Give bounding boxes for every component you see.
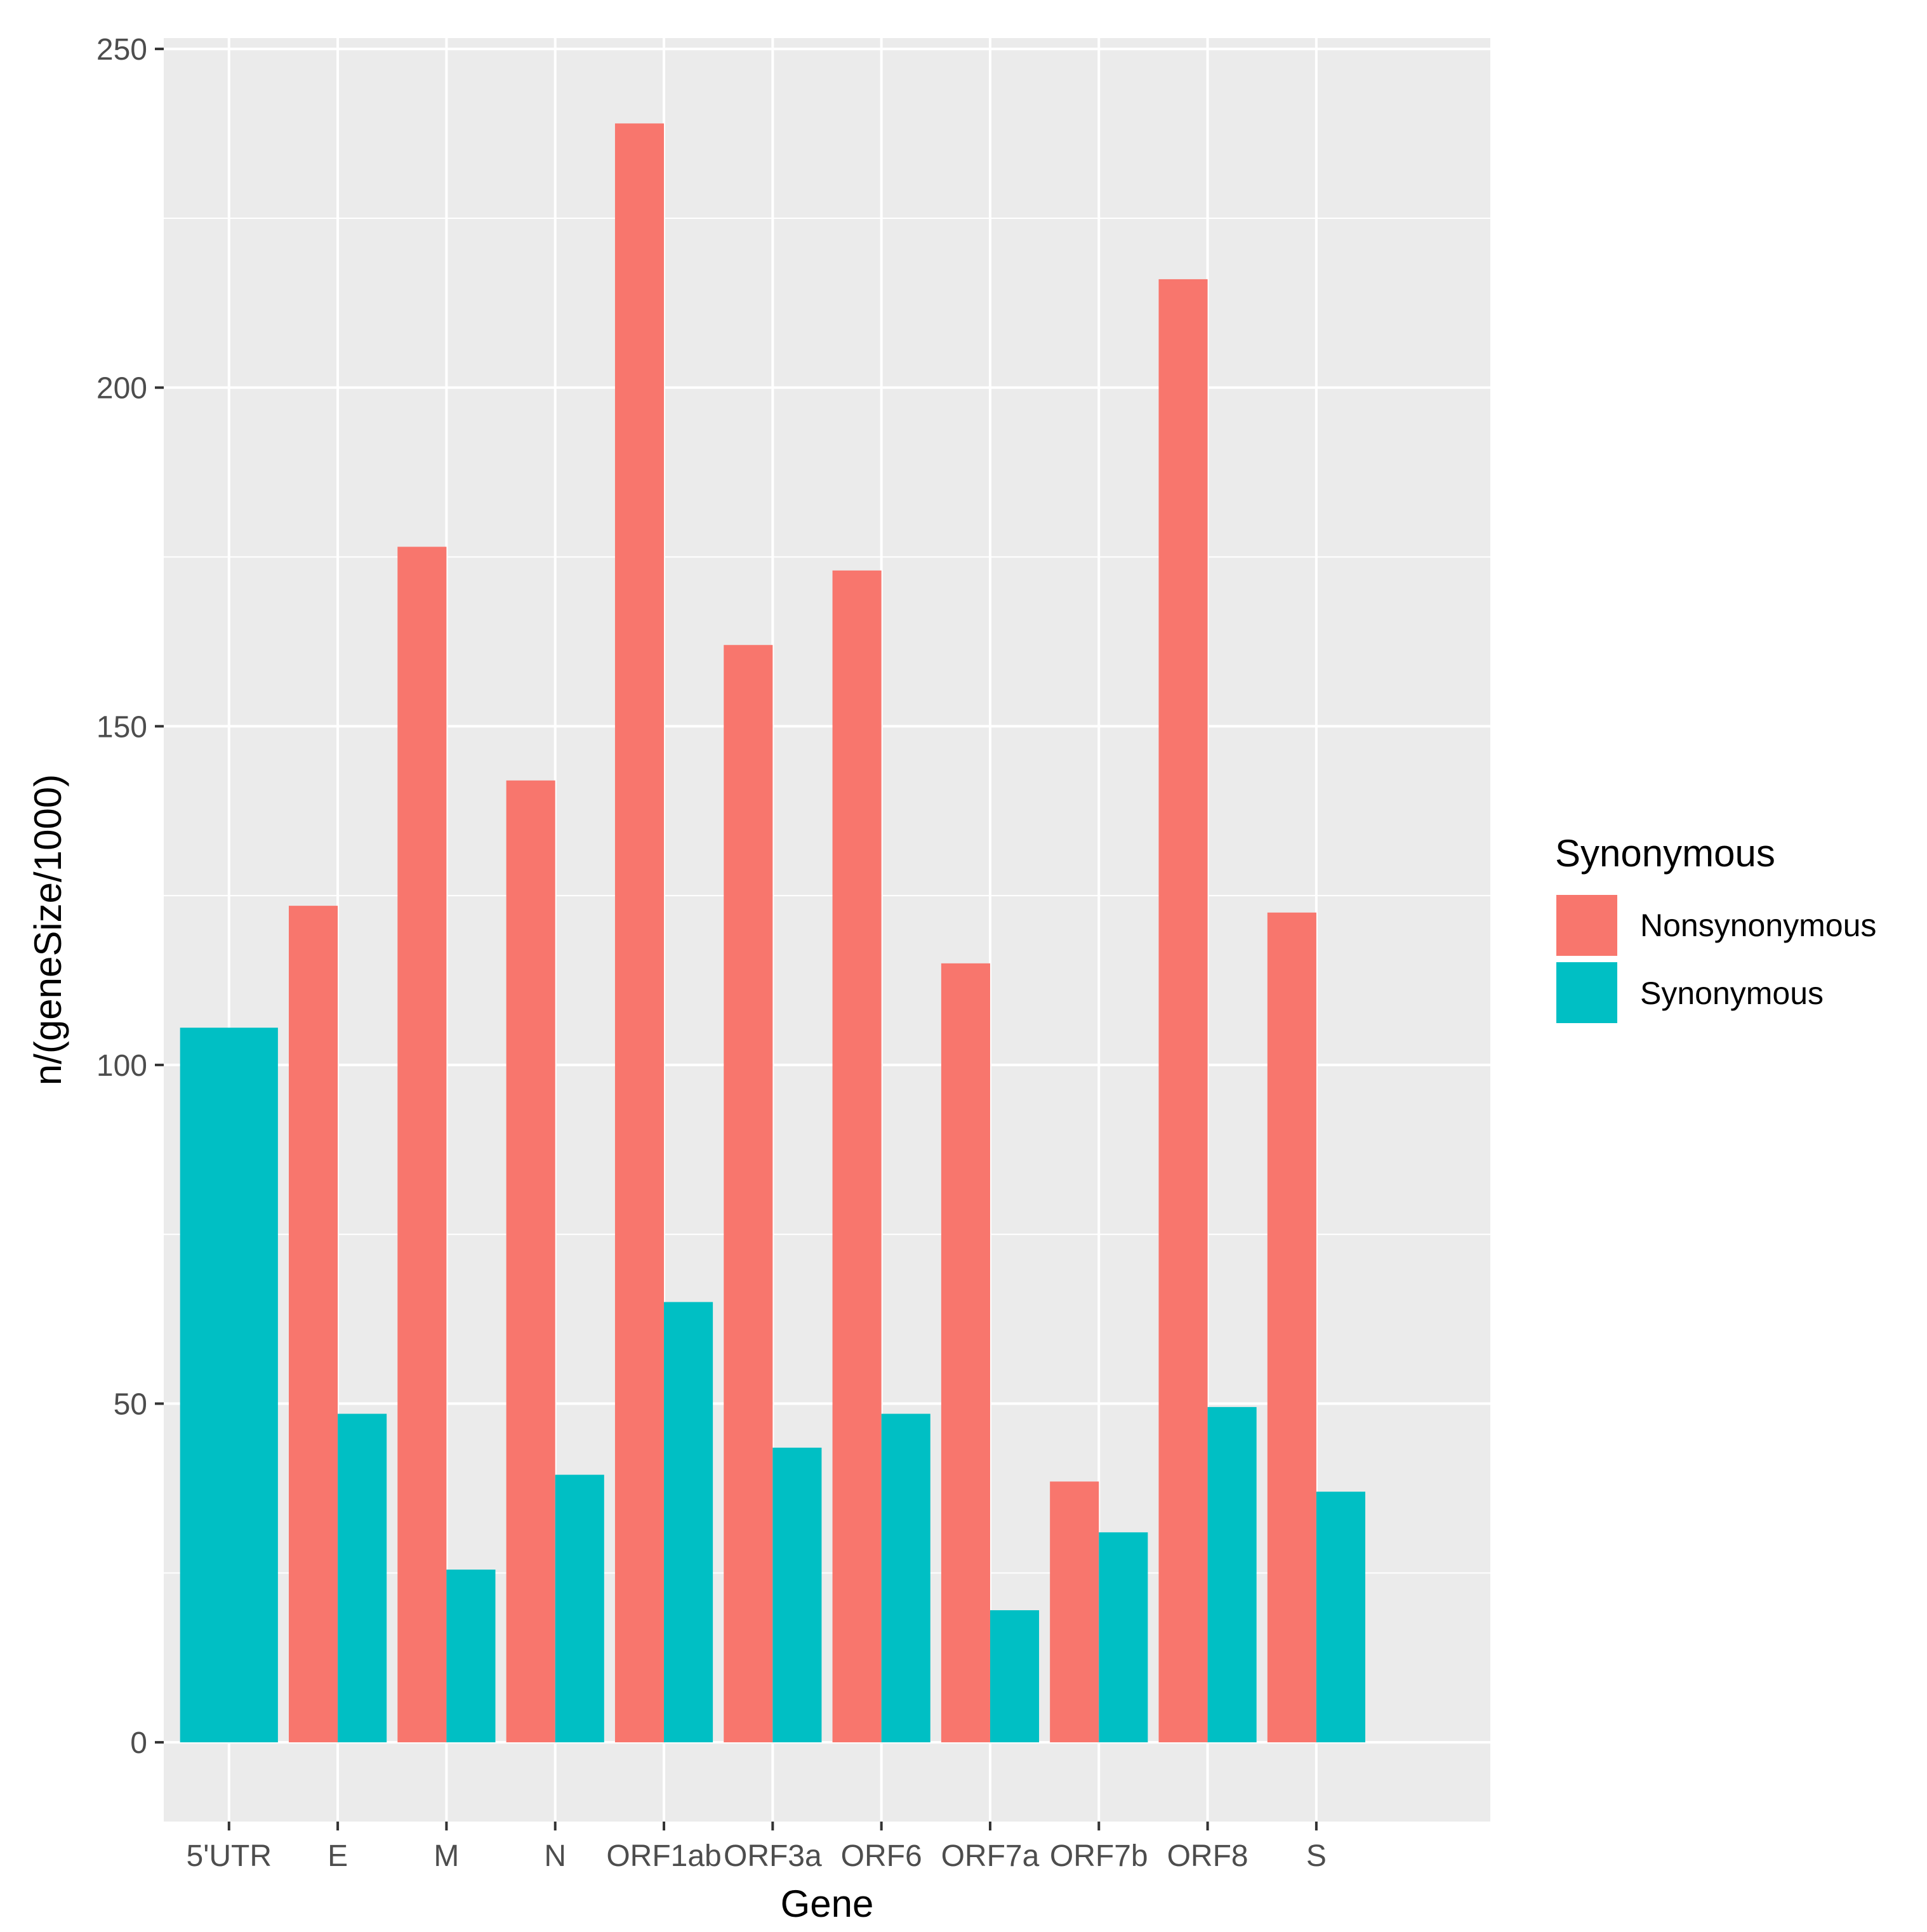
y-axis-title: n/(geneSize/1000): [27, 774, 69, 1085]
bar-synonymous: [555, 1474, 604, 1743]
legend-label-synonymous: Synonymous: [1640, 976, 1824, 1011]
legend-key-nonsynonymous: [1556, 895, 1617, 956]
bar-synonymous: [1207, 1406, 1257, 1743]
bar-nonsynonymous: [397, 546, 447, 1743]
bar-nonsynonymous: [1267, 912, 1316, 1743]
bar-synonymous: [881, 1413, 930, 1743]
x-tick-label: N: [544, 1839, 566, 1873]
x-tick-label: ORF6: [841, 1839, 922, 1873]
bar-synonymous: [338, 1413, 387, 1743]
y-tick-label: 50: [114, 1388, 147, 1422]
bar-nonsynonymous: [724, 645, 773, 1743]
bar-nonsynonymous: [1050, 1481, 1099, 1743]
bar-synonymous: [180, 1028, 278, 1743]
x-tick-label: M: [434, 1839, 459, 1873]
bar-synonymous: [446, 1569, 496, 1743]
legend-key-synonymous: [1556, 962, 1617, 1023]
bar-nonsynonymous: [506, 780, 555, 1743]
legend-title: Synonymous: [1555, 832, 1775, 875]
bar-synonymous: [772, 1447, 822, 1743]
bar-synonymous: [1316, 1492, 1365, 1743]
x-tick-label: S: [1306, 1839, 1327, 1873]
bars: [180, 123, 1365, 1743]
x-tick-label: ORF7b: [1050, 1839, 1148, 1873]
x-axis-title: Gene: [781, 1882, 874, 1925]
x-tick-label: 5'UTR: [187, 1839, 272, 1873]
bar-synonymous: [1099, 1532, 1148, 1743]
bar-nonsynonymous: [832, 570, 882, 1743]
bar-nonsynonymous: [614, 123, 665, 1743]
x-tick-label: ORF7a: [941, 1839, 1040, 1873]
bar-nonsynonymous: [289, 906, 338, 1743]
bar-nonsynonymous: [941, 963, 990, 1743]
y-tick-label: 200: [96, 372, 147, 406]
legend: Synonymous Nonsynonymous Synonymous: [1555, 832, 1876, 1023]
y-tick-label: 100: [96, 1049, 147, 1083]
axes: 0 50 100 150 200 250 5'UTR E M N ORF1ab ORF3a ORF6 OR…: [96, 33, 1327, 1873]
bar-synonymous: [990, 1610, 1040, 1743]
x-tick-label: ORF8: [1167, 1839, 1248, 1873]
x-tick-label: ORF1ab: [606, 1839, 721, 1873]
legend-label-nonsynonymous: Nonsynonymous: [1640, 908, 1876, 943]
y-tick-label: 150: [96, 710, 147, 744]
x-tick-label: ORF3a: [724, 1839, 822, 1873]
y-tick-label: 0: [130, 1726, 147, 1760]
x-tick-label: E: [328, 1839, 348, 1873]
y-tick-label: 250: [96, 33, 147, 67]
bar-nonsynonymous: [1158, 279, 1208, 1743]
bar-synonymous: [664, 1302, 713, 1743]
